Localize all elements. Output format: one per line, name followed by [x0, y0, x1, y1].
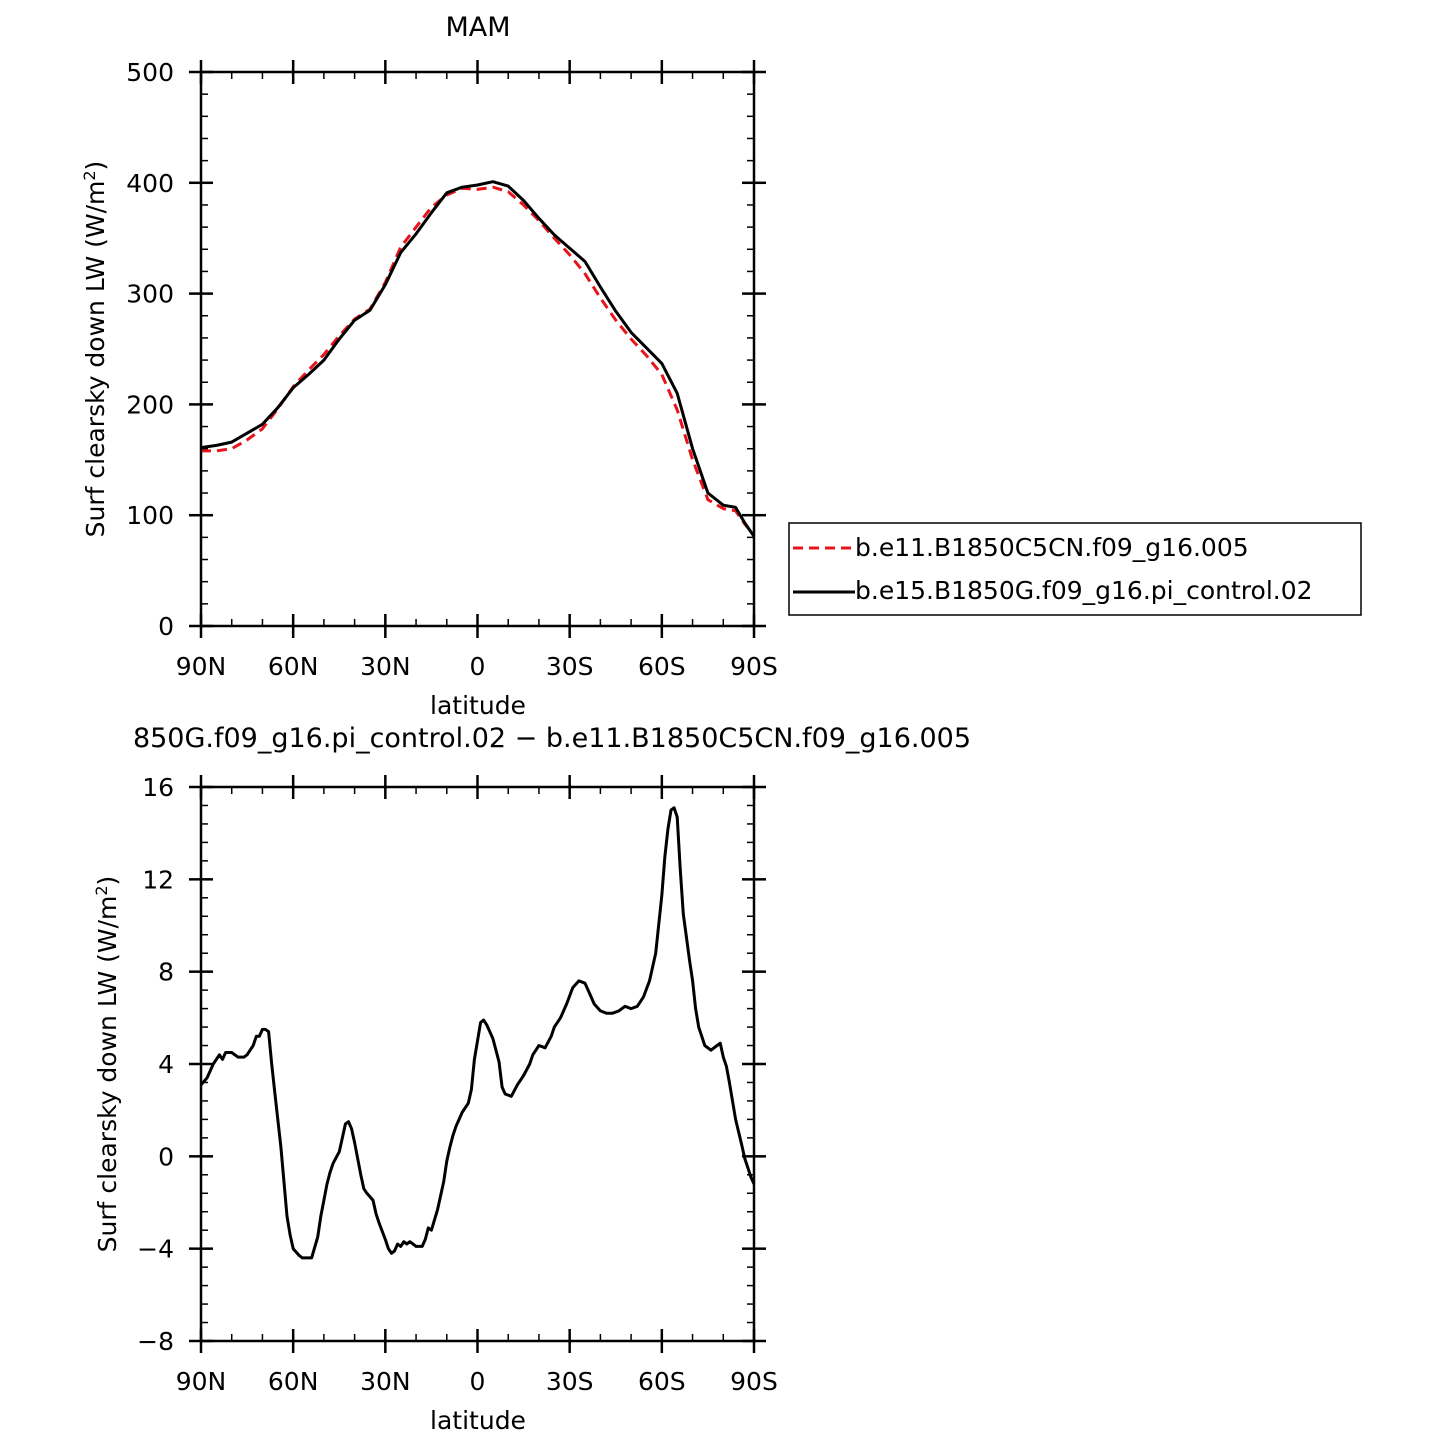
x-tick-label: 0 [470, 1367, 486, 1396]
bottom-panel-y-label-superscript: 2 [92, 885, 111, 895]
y-tick-label: 0 [158, 612, 174, 641]
x-tick-label: 60S [638, 652, 686, 681]
legend-box [788, 522, 1362, 616]
top-panel-y-label-tail: ) [81, 161, 110, 171]
x-tick-label: 90S [730, 652, 778, 681]
y-tick-label: −8 [137, 1327, 174, 1356]
top-panel-y-axis-label: Surf clearsky down LW (W/m2) [80, 161, 110, 538]
legend-label-series-1: b.e11.B1850C5CN.f09_g16.005 [855, 533, 1249, 562]
top-panel-y-label-main: Surf clearsky down LW (W/m [81, 181, 110, 538]
y-tick-label: 100 [126, 501, 174, 530]
series-line-2 [200, 180, 756, 538]
y-tick-label: 16 [142, 773, 174, 802]
top-panel-x-axis-label: latitude [430, 691, 526, 720]
bottom-panel-y-label-main: Surf clearsky down LW (W/m [93, 896, 122, 1253]
top-panel: MAM 90N 60N 30N 0 30S 60S 90S0100200300400500 … [80, 12, 1362, 720]
x-tick-label: 60N [268, 1367, 319, 1396]
x-tick-label: 0 [470, 652, 486, 681]
top-panel-title: MAM [445, 12, 510, 43]
y-tick-label: 12 [142, 865, 174, 894]
bottom-panel-series [199, 806, 756, 1260]
bottom-panel-y-axis-label: Surf clearsky down LW (W/m2) [92, 876, 122, 1253]
y-tick-label: 500 [126, 58, 174, 87]
series-line-1 [201, 185, 756, 537]
x-tick-label: 30S [546, 1367, 594, 1396]
bottom-panel-plot-frame [199, 785, 756, 1343]
legend-label-series-2: b.e15.B1850G.f09_g16.pi_control.02 [855, 576, 1313, 605]
bottom-panel: 850G.f09_g16.pi_control.02 − b.e11.B1850… [92, 723, 971, 1435]
y-tick-label: 8 [158, 958, 174, 987]
x-tick-label: 90N [176, 652, 227, 681]
bottom-panel-x-axis-label: latitude [430, 1406, 526, 1435]
y-tick-label: 4 [158, 1050, 174, 1079]
x-tick-label: 90S [730, 1367, 778, 1396]
series-line-1 [199, 806, 756, 1260]
x-tick-label: 30N [360, 652, 411, 681]
x-tick-label: 60N [268, 652, 319, 681]
legend: b.e11.B1850C5CN.f09_g16.005 b.e15.B1850G… [788, 522, 1362, 616]
bottom-panel-title: 850G.f09_g16.pi_control.02 − b.e11.B1850… [133, 723, 971, 754]
top-panel-plot-frame [199, 70, 756, 628]
x-tick-label: 60S [638, 1367, 686, 1396]
bottom-panel-ticks: 90N 60N 30N 0 30S 60S 90S −8 −4 0 4 8 12 16 [137, 773, 778, 1396]
top-panel-series [200, 180, 756, 538]
y-tick-label: 200 [126, 390, 174, 419]
x-tick-label: 30N [360, 1367, 411, 1396]
top-panel-ticks: 90N 60N 30N 0 30S 60S 90S 0 100 200 300 400 500 [126, 58, 778, 681]
bottom-panel-y-label-tail: ) [93, 876, 122, 886]
x-tick-label: 30S [546, 652, 594, 681]
y-tick-label: 0 [158, 1142, 174, 1171]
y-tick-label: 400 [126, 169, 174, 198]
x-tick-label: 90N [176, 1367, 227, 1396]
top-panel-y-label-superscript: 2 [80, 170, 99, 180]
y-tick-label: 300 [126, 280, 174, 309]
y-tick-label: −4 [137, 1235, 174, 1264]
